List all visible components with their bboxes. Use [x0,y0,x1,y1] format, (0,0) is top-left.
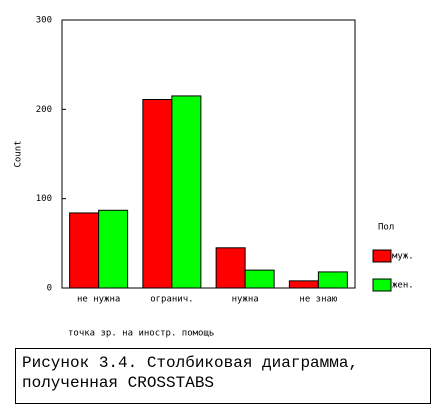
x-axis-label: точка зр. на иностр. помощь [68,329,214,339]
x-tick-label: нужна [232,295,259,305]
caption: Рисунок 3.4. Столбиковая диаграмма, полу… [15,348,431,404]
x-tick-label: не нужна [77,295,120,305]
y-tick-label: 100 [36,194,52,204]
legend-swatch [372,278,392,292]
y-axis-label: Count [14,140,24,167]
bar [317,271,348,289]
legend-label: жен. [392,281,414,291]
plot-frame [61,19,356,289]
x-tick-label: огранич. [150,295,193,305]
y-tick-label: 0 [47,284,52,294]
bar [215,247,246,289]
legend-label: муж. [392,252,414,262]
legend-swatch [372,249,392,263]
bar [142,99,173,289]
bar [171,95,202,289]
y-tick-label: 300 [36,16,52,26]
bar [288,280,319,289]
legend-title: Пол [378,223,394,233]
x-tick-label: не знаю [299,295,338,305]
bar [98,209,129,289]
y-tick-label: 200 [36,105,52,115]
bar [69,212,100,289]
bar [244,269,275,289]
